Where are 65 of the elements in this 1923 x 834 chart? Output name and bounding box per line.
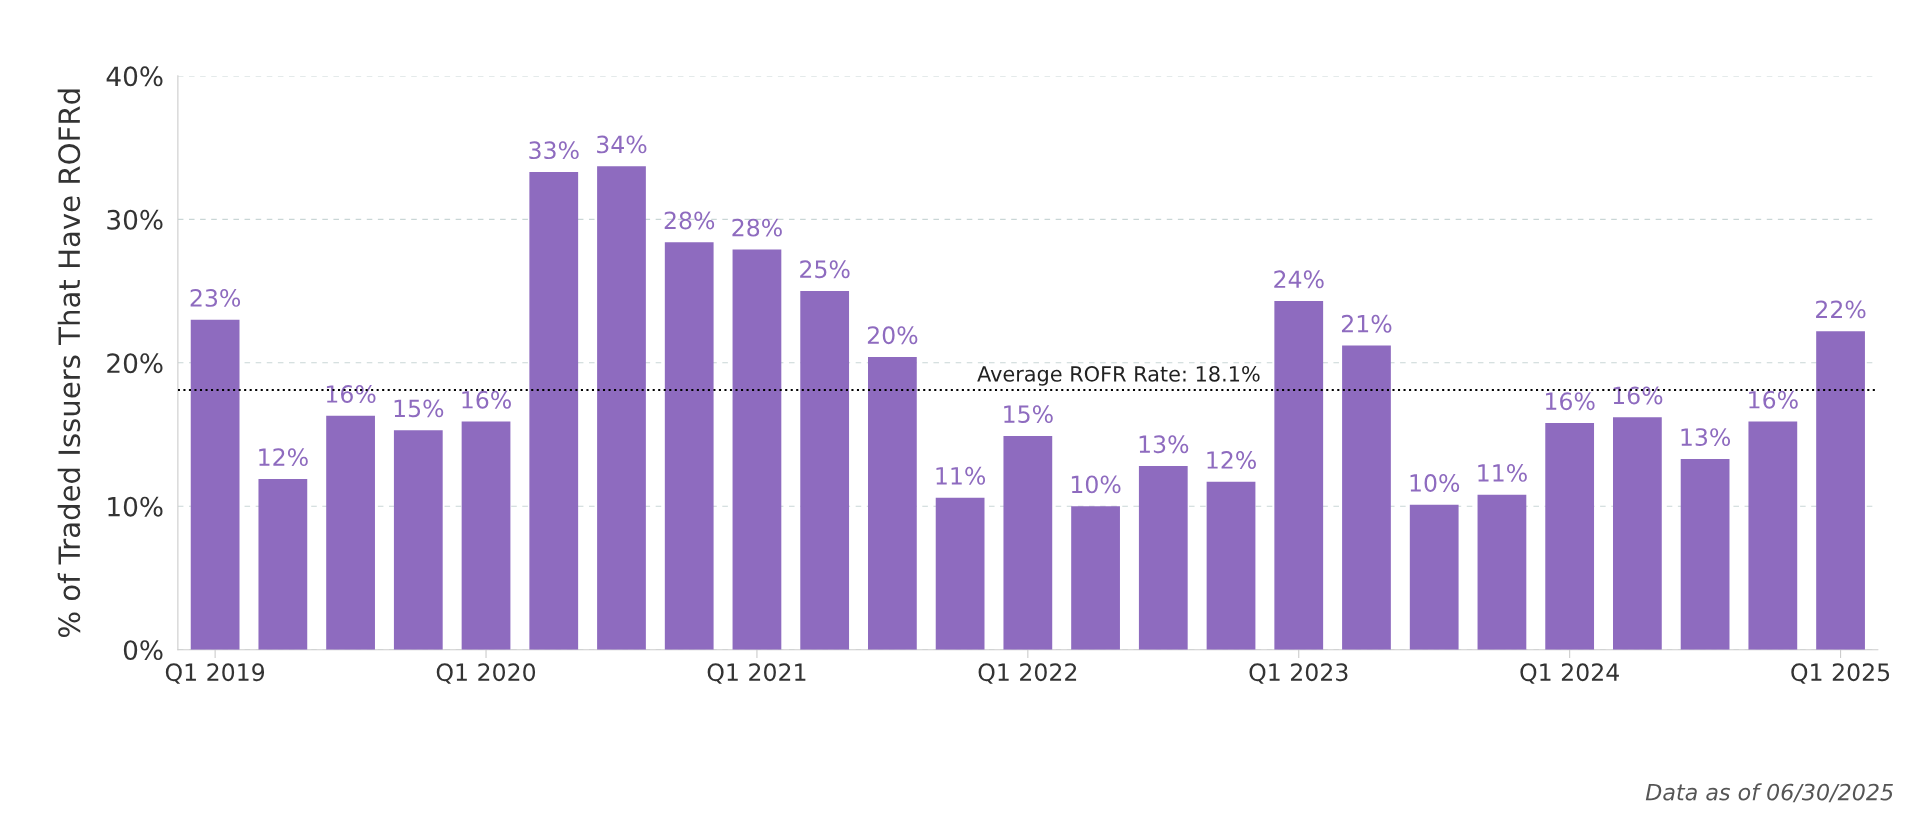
y-tick-label: 40% [106,66,163,87]
x-tick-label: Q1 2025 [1791,663,1890,684]
bar [1545,423,1595,650]
x-tick-label: Q1 2022 [978,663,1077,684]
x-tick-label: Q1 2024 [1520,663,1619,684]
bar [529,172,579,650]
bar [1342,345,1391,650]
data-label: 13% [1681,428,1731,446]
y-axis-title: % of Traded Issuers That Have ROFRd [57,89,81,638]
data-label: 23% [190,288,241,307]
data-label: 28% [732,218,782,237]
data-label: 16% [1613,386,1663,405]
data-label: 12% [259,448,308,467]
bar [1680,458,1730,650]
bar [935,497,985,650]
data-label: 16% [1546,392,1595,411]
data-label: 16% [462,390,511,409]
bar [1138,466,1188,650]
bar [1477,494,1527,650]
ref-line-label: Average ROFR Rate: 18.1% [977,365,1260,386]
data-label: 34% [597,135,647,154]
data-label: 16% [1749,390,1798,409]
data-label: 16% [326,385,376,403]
data-label: 13% [1139,435,1189,454]
y-tick-label: 10% [108,496,163,517]
bar [461,421,511,650]
data-label: 10% [1410,474,1460,492]
bar [868,357,917,650]
bar [1071,506,1120,650]
data-label: 22% [1816,300,1866,319]
bar [258,478,308,650]
x-tick-label: Q1 2019 [165,663,265,684]
data-label: 25% [800,260,850,279]
bar [1274,301,1324,650]
bar [1748,421,1798,650]
y-tick-label: 20% [107,353,163,374]
data-label: 11% [936,466,986,485]
data-label: 12% [1207,451,1256,469]
bar [1613,417,1662,650]
bar [732,249,782,650]
y-tick-label: 30% [107,209,163,230]
text: Data as of 06/30/2025 [1645,783,1893,803]
data-label: 11% [1478,463,1527,482]
data-label: 28% [664,211,715,230]
bar [1003,435,1053,650]
data-label: 15% [394,399,444,418]
bar [800,291,850,650]
data-label: 20% [867,326,918,345]
data-label: 10% [1071,475,1121,494]
x-tick-label: Q1 2023 [1249,663,1348,684]
data-label: 15% [1004,405,1053,424]
y-tick-label: 0% [123,640,163,661]
data-label: 24% [1274,270,1324,289]
x-tick-label: Q1 2020 [436,663,536,684]
bar [190,319,240,650]
data-label: 33% [529,141,579,160]
data-label: 21% [1341,314,1392,333]
bar [326,415,375,650]
x-tick-label: Q1 2021 [707,663,806,684]
bar [664,242,714,650]
bar [597,166,646,650]
bar [393,430,443,650]
bar [1816,331,1865,650]
bar [1409,504,1459,650]
bar [1206,481,1256,650]
